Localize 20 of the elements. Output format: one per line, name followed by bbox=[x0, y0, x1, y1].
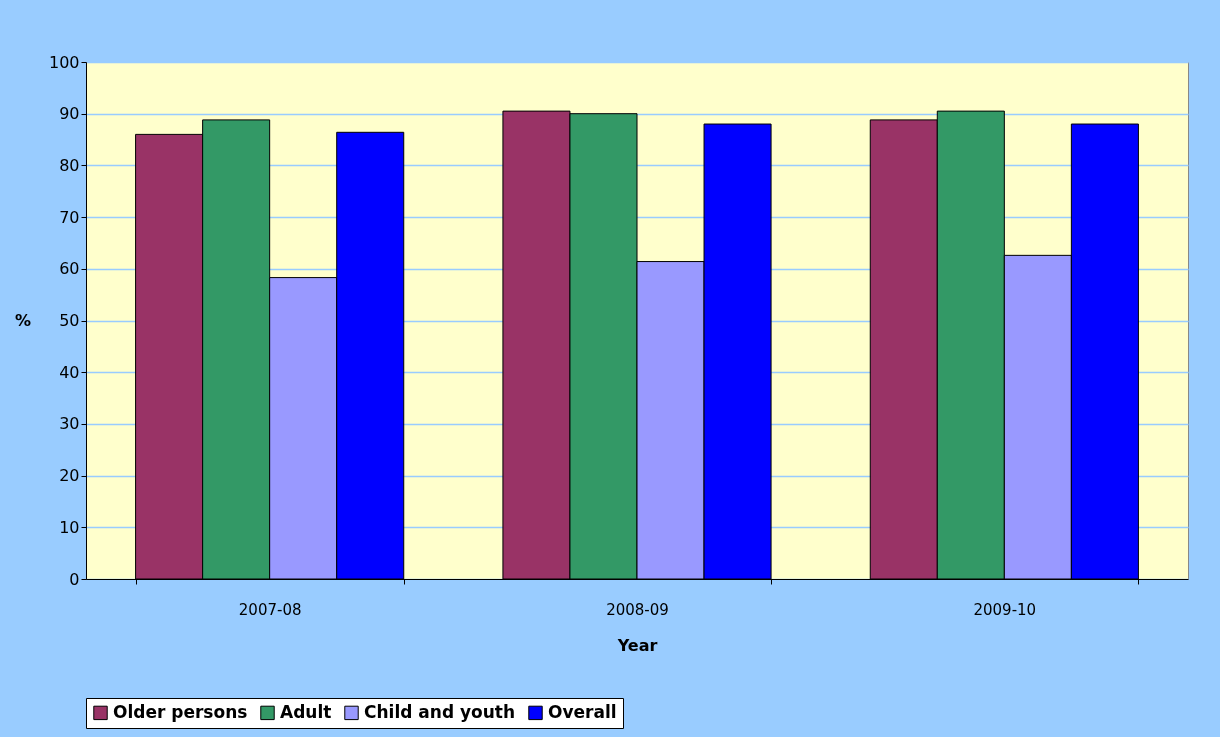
y-tick-label: 60 bbox=[59, 259, 80, 279]
y-tick-label: 80 bbox=[59, 155, 80, 175]
x-tick-label: 2008-09 bbox=[606, 600, 669, 619]
x-axis-title: Year bbox=[616, 635, 658, 655]
y-tick-label: 100 bbox=[48, 52, 80, 72]
y-tick-label: 40 bbox=[59, 362, 80, 382]
y-tick-label: 90 bbox=[59, 104, 80, 124]
legend-label: Overall bbox=[548, 701, 617, 722]
y-tick-label: 20 bbox=[59, 466, 80, 486]
x-tick-label: 2009-10 bbox=[973, 600, 1037, 619]
y-tick-label: 50 bbox=[59, 311, 80, 330]
legend-label: Child and youth bbox=[364, 701, 516, 722]
legend-label: Adult bbox=[280, 701, 332, 722]
y-axis-title: % bbox=[14, 311, 31, 330]
y-tick-label: 0 bbox=[69, 569, 80, 589]
y-tick-label: 10 bbox=[59, 517, 80, 537]
y-tick-label: 30 bbox=[59, 414, 80, 434]
y-tick-label: 70 bbox=[59, 207, 80, 227]
x-tick-label: 2007-08 bbox=[238, 600, 302, 619]
legend-label: Older persons bbox=[113, 701, 248, 722]
